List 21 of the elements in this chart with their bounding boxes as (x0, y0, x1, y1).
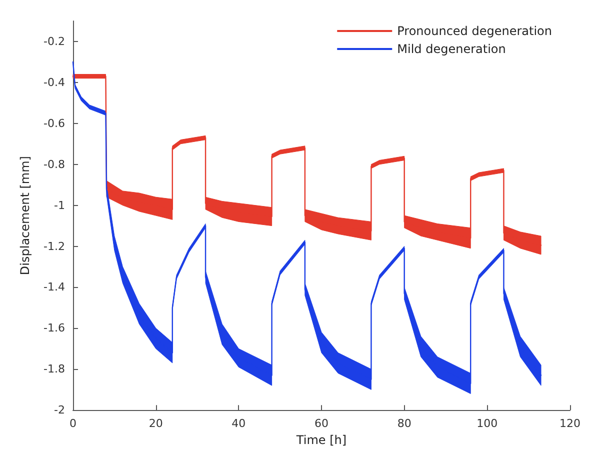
x-tick-label: 60 (314, 417, 328, 430)
y-tick-label: -0.8 (44, 158, 65, 171)
x-tick-label: 100 (476, 417, 498, 430)
y-tick-label: -1.2 (44, 240, 65, 253)
y-tick-label: -1.6 (44, 322, 65, 335)
y-tick-label: -1 (54, 198, 65, 212)
x-tick-label: 80 (397, 417, 412, 430)
y-axis-title: Displacement [mm] (18, 156, 32, 276)
y-tick-label: -0.6 (44, 116, 65, 130)
x-tick-label: 20 (148, 417, 163, 430)
legend-label: Pronounced degeneration (397, 24, 552, 38)
x-tick-label: 0 (70, 417, 76, 430)
y-tick-label: -0.4 (44, 76, 65, 89)
y-tick-label: -1.4 (44, 280, 65, 294)
x-tick-label: 40 (232, 417, 246, 430)
y-tick-label: -2 (54, 404, 65, 417)
y-tick-label: -1.8 (44, 362, 65, 376)
legend-label: Mild degeneration (397, 42, 506, 56)
x-axis-title: Time [h] (295, 433, 347, 447)
y-tick-label: -0.2 (44, 34, 65, 48)
x-tick-label: 120 (560, 417, 580, 430)
